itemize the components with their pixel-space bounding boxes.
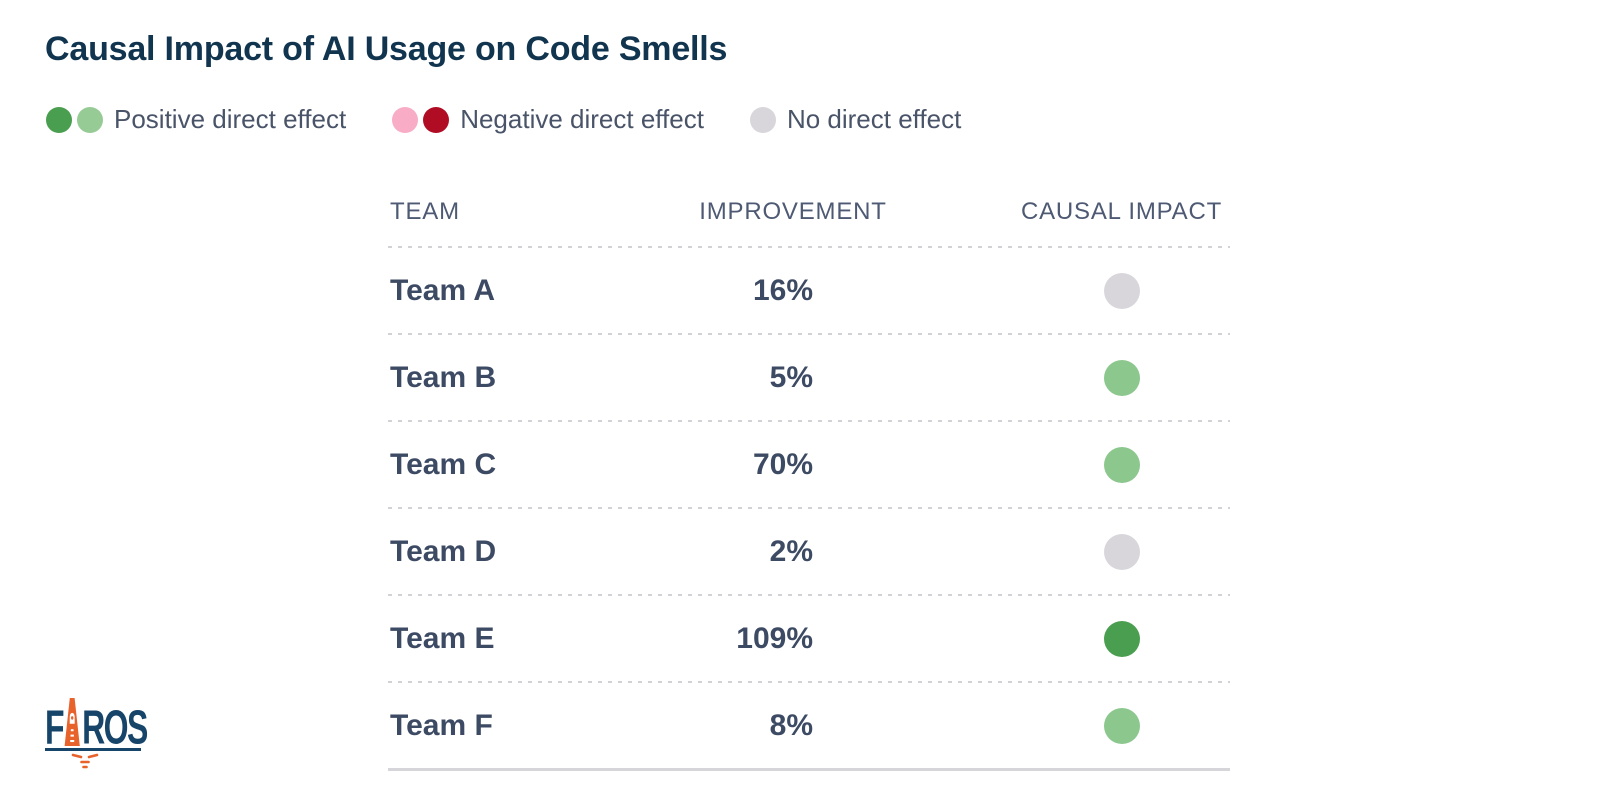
no-effect-dot-icon — [749, 106, 776, 133]
improvement-value: 109% — [736, 621, 813, 655]
legend-dots-positive — [46, 106, 103, 133]
impact-cell — [1013, 359, 1230, 396]
legend-label-positive: Positive direct effect — [114, 104, 347, 134]
impact-cell — [1013, 533, 1230, 570]
impact-cell — [1013, 620, 1230, 657]
improvement-value: 2% — [769, 534, 813, 568]
impact-dot-icon — [1103, 620, 1140, 657]
lighthouse-icon — [64, 698, 81, 746]
improvement-value: 16% — [752, 273, 813, 307]
table-bottom-border — [388, 768, 1230, 771]
impact-dot-icon — [1103, 707, 1140, 744]
team-name: Team F — [390, 708, 493, 742]
improvement-value: 70% — [752, 447, 813, 481]
impact-cell — [1013, 446, 1230, 483]
negative-strong-dot-icon — [423, 106, 450, 133]
row-divider — [388, 681, 1230, 683]
column-header-causal-impact: CAUSAL IMPACT — [1020, 198, 1223, 225]
team-name: Team B — [390, 360, 497, 394]
legend-dots-none — [749, 106, 776, 133]
row-divider — [388, 507, 1230, 509]
team-name: Team A — [390, 273, 496, 307]
logo-letter-f: F — [45, 701, 65, 755]
table-row-team-f: Team F 8% — [388, 683, 1230, 768]
table-header-row: TEAM IMPROVEMENT CAUSAL IMPACT — [388, 178, 1230, 246]
legend-item-positive: Positive direct effect — [46, 104, 346, 135]
legend-item-negative: Negative direct effect — [392, 104, 704, 135]
team-name: Team E — [390, 621, 495, 655]
impact-dot-icon — [1103, 533, 1140, 570]
impact-dot-icon — [1103, 446, 1140, 483]
legend: Positive direct effect Negative direct e… — [46, 104, 961, 135]
column-header-team: TEAM — [390, 198, 460, 225]
improvement-value: 8% — [769, 708, 813, 742]
faros-logo: F ROS — [45, 698, 155, 770]
negative-light-dot-icon — [392, 106, 419, 133]
column-header-improvement: IMPROVEMENT — [699, 198, 887, 225]
row-divider — [388, 420, 1230, 422]
row-divider — [388, 333, 1230, 335]
table-row-team-c: Team C 70% — [388, 422, 1230, 507]
causal-impact-table: TEAM IMPROVEMENT CAUSAL IMPACT Team A 16… — [388, 178, 1230, 771]
legend-label-none: No direct effect — [786, 104, 962, 134]
page-title: Causal Impact of AI Usage on Code Smells — [45, 30, 728, 68]
team-name: Team C — [390, 447, 497, 481]
logo-underline — [45, 748, 141, 751]
logo-light-beams-icon — [71, 753, 99, 769]
row-divider — [388, 594, 1230, 596]
row-divider — [388, 246, 1230, 248]
impact-dot-icon — [1103, 359, 1140, 396]
table-row-team-e: Team E 109% — [388, 596, 1230, 681]
team-name: Team D — [390, 534, 497, 568]
impact-cell — [1013, 272, 1230, 309]
logo-letters-ros: ROS — [82, 701, 148, 755]
legend-label-negative: Negative direct effect — [460, 104, 704, 134]
table-row-team-d: Team D 2% — [388, 509, 1230, 594]
positive-light-dot-icon — [77, 106, 103, 133]
impact-cell — [1013, 707, 1230, 744]
legend-dots-negative — [392, 106, 450, 133]
table-row-team-a: Team A 16% — [388, 248, 1230, 333]
positive-strong-dot-icon — [46, 106, 72, 133]
table-row-team-b: Team B 5% — [388, 335, 1230, 420]
improvement-value: 5% — [769, 360, 813, 394]
faros-logo-wordmark: F ROS — [45, 698, 148, 755]
legend-item-none: No direct effect — [749, 104, 962, 135]
impact-dot-icon — [1103, 272, 1140, 309]
